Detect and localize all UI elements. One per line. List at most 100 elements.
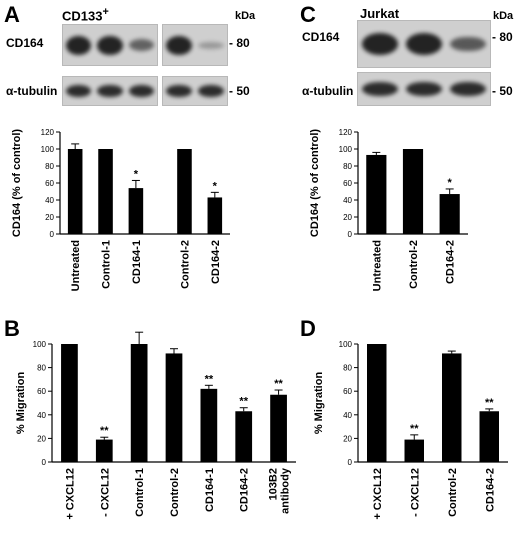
y-tick-label: 80 (37, 364, 46, 373)
x-tick-label: + CXCL12 (64, 468, 76, 520)
x-tick-label: Control-2 (408, 240, 420, 289)
x-tick-label: Control-2 (179, 240, 191, 289)
chart-a-cd164-knockdown: CD164 (% of control) 0 20 40 60 80 100 120 Untre… (11, 128, 230, 291)
panel-letter-d: D (300, 316, 316, 341)
blot-row-label: CD164 (302, 30, 340, 44)
y-tick-label: 20 (37, 434, 46, 443)
y-tick-label: 100 (33, 340, 47, 349)
bar (207, 197, 223, 234)
blot-band (66, 35, 92, 55)
chart-b-migration: % Migration 0 20 40 60 80 100 + CXCL12 ** - CXCL1… (15, 331, 296, 520)
y-tick-label: 40 (37, 411, 46, 420)
y-tick-label: 0 (50, 230, 55, 239)
x-tick-label: Control-2 (169, 468, 181, 517)
x-tick-label: Control-1 (101, 240, 113, 289)
y-tick-label: 100 (339, 340, 353, 349)
y-tick-label: 60 (37, 387, 46, 396)
bar (130, 344, 148, 462)
panel-letter-c: C (300, 2, 316, 27)
western-blot-image (357, 20, 491, 68)
panel-letter-b: B (4, 316, 20, 341)
blot-band (450, 36, 486, 52)
y-tick-label: 60 (343, 179, 352, 188)
bar (67, 149, 83, 234)
cell-type-title-a: CD133+ (62, 6, 109, 23)
y-axis-label: % Migration (15, 372, 27, 435)
x-tick-label: Control-2 (447, 468, 459, 517)
molecular-weight-marker: - 80 (229, 36, 250, 50)
x-tick-label: Untreated (371, 240, 383, 291)
western-blot-image (357, 72, 491, 106)
y-tick-label: 100 (339, 145, 353, 154)
cell-type-superscript: + (102, 6, 109, 18)
significance-marker: ** (239, 396, 248, 408)
significance-marker: * (213, 180, 218, 192)
blot-row-label: CD164 (6, 36, 44, 50)
significance-marker: ** (485, 397, 494, 409)
y-tick-label: 20 (343, 434, 352, 443)
x-tick-label: CD164-1 (204, 468, 216, 512)
x-tick-label: Untreated (70, 240, 82, 291)
x-tick-label: CD164-2 (445, 240, 457, 284)
cell-type-name: CD133 (62, 8, 103, 24)
x-tick-label: CD164-1 (131, 240, 143, 284)
molecular-weight-marker: - 80 (492, 30, 513, 44)
y-tick-label: 20 (343, 213, 352, 222)
bar (235, 411, 253, 462)
bar (367, 344, 387, 462)
blot-band (166, 35, 192, 55)
x-tick-label: + CXCL12 (372, 468, 384, 520)
bar (366, 154, 387, 234)
y-axis-label: % Migration (313, 372, 325, 435)
blot-band (406, 81, 442, 97)
blot-row-label: α-tubulin (6, 84, 58, 98)
y-tick-label: 40 (45, 196, 54, 205)
molecular-weight-marker: - 50 (229, 84, 250, 98)
y-tick-label: 120 (41, 128, 55, 137)
y-tick-label: 120 (339, 128, 353, 137)
blot-row-label: α-tubulin (302, 84, 354, 98)
x-tick-label: - CXCL12 (409, 468, 421, 517)
blot-band (362, 33, 398, 55)
significance-marker: ** (274, 378, 283, 390)
cell-type-title-c: Jurkat (360, 6, 400, 21)
y-tick-label: 80 (45, 162, 54, 171)
bar (165, 353, 183, 462)
x-tick-label: CD164-2 (484, 468, 496, 512)
bar (200, 388, 218, 462)
y-tick-label: 80 (343, 162, 352, 171)
blot-band (406, 33, 442, 55)
x-tick-label: Control-1 (134, 468, 146, 517)
significance-marker: ** (100, 425, 109, 437)
significance-marker: ** (410, 423, 419, 435)
blot-band (128, 84, 154, 98)
blot-band (97, 84, 123, 98)
bar (439, 194, 460, 234)
western-blot-image (162, 24, 228, 66)
blot-band (362, 81, 398, 97)
y-tick-label: 60 (45, 179, 54, 188)
bar (95, 439, 113, 462)
blot-band (128, 39, 154, 51)
significance-marker: * (448, 177, 453, 189)
y-tick-label: 100 (41, 145, 55, 154)
panel-letter-a: A (4, 2, 20, 27)
bar (270, 394, 287, 462)
bar (404, 439, 424, 462)
western-blot-image (62, 76, 158, 106)
significance-marker: ** (205, 373, 214, 385)
x-tick-label: CD164-2 (210, 240, 222, 284)
y-tick-label: 40 (343, 411, 352, 420)
y-tick-label: 80 (343, 364, 352, 373)
blot-band (97, 35, 123, 55)
kda-label-c: kDa (493, 10, 514, 22)
blot-band (198, 41, 224, 49)
bar (128, 188, 144, 234)
blot-band (66, 84, 92, 98)
bar (177, 149, 192, 234)
blot-band (198, 84, 224, 98)
bar (98, 149, 113, 234)
y-tick-label: 0 (348, 230, 353, 239)
bar (61, 344, 78, 462)
x-tick-label: - CXCL12 (99, 468, 111, 517)
